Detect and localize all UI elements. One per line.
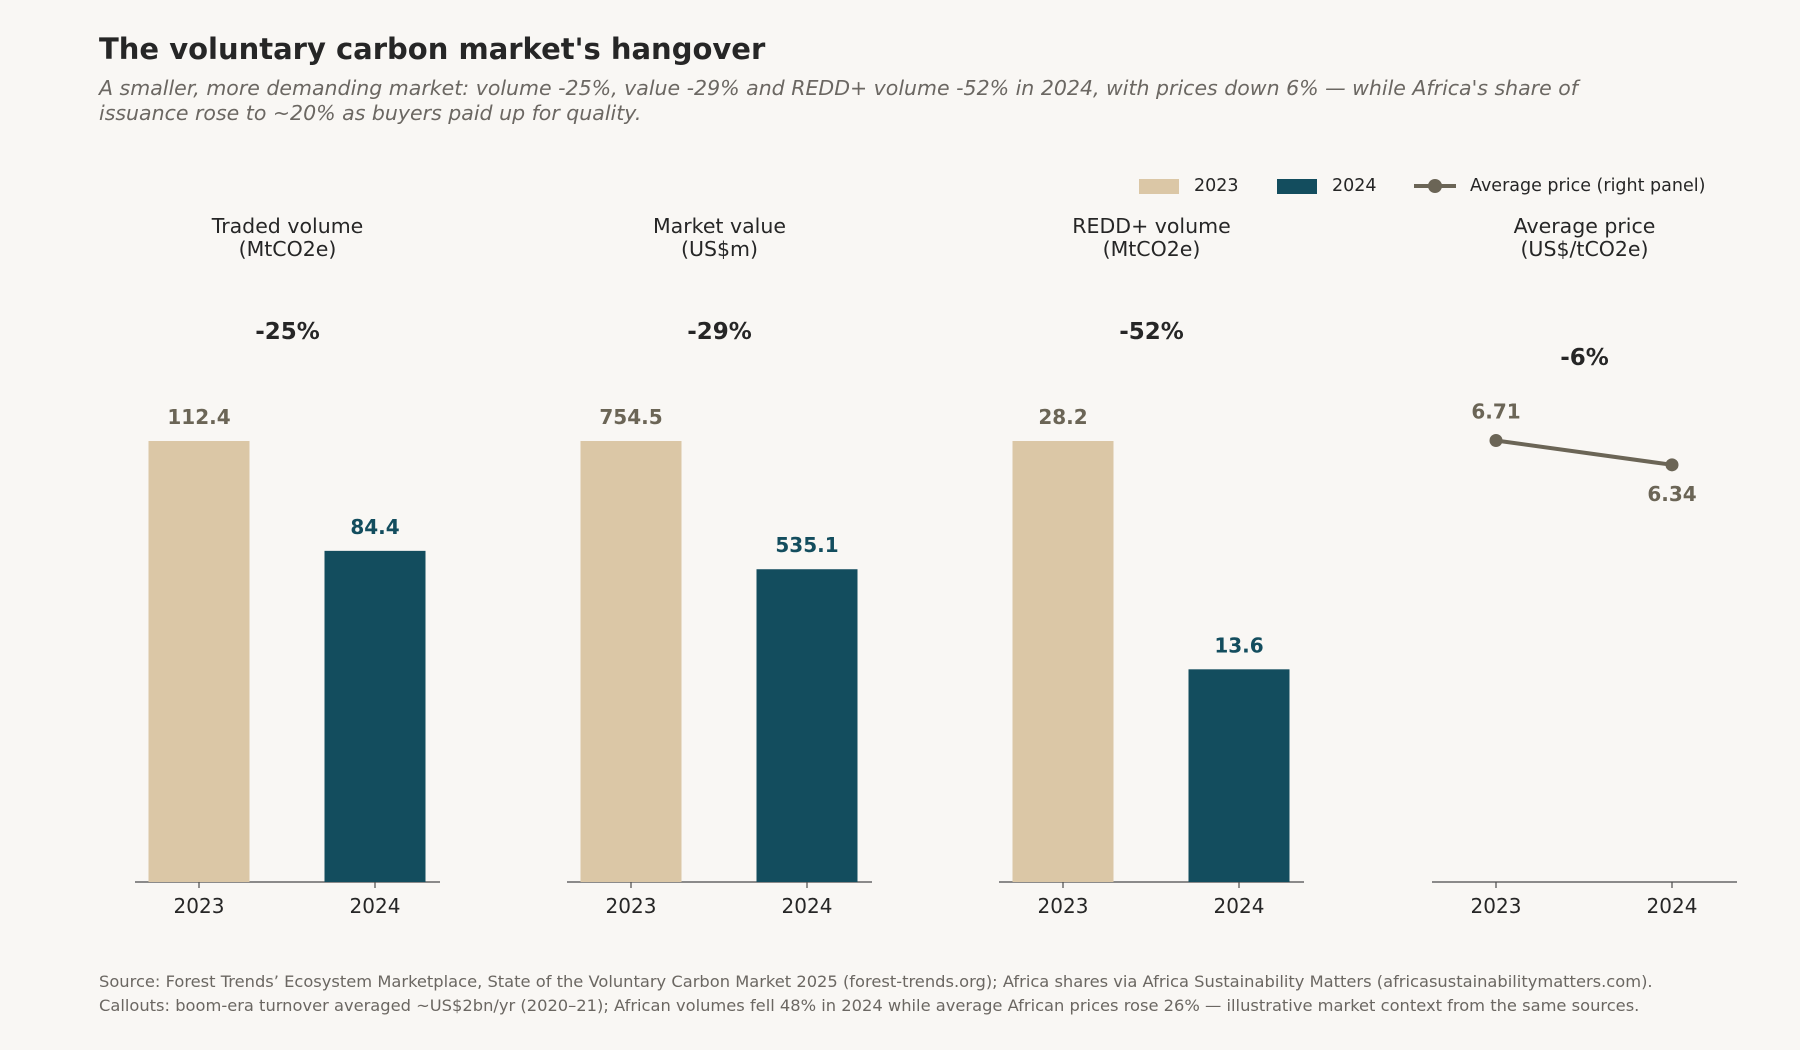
panel-3-value-label-2024: 13.6	[1214, 633, 1263, 657]
legend-label-price: Average price (right panel)	[1470, 176, 1706, 196]
panel-4-value-label-2023: 6.71	[1471, 399, 1520, 423]
panel-3-tick-label-2023: 2023	[1038, 894, 1089, 918]
panel-2-bar-2023	[580, 441, 682, 882]
panel-1-title-line-1: Traded volume	[211, 214, 364, 238]
panel-2-tick-label-2023: 2023	[606, 894, 657, 918]
panel-1-tick-label-2023: 2023	[174, 894, 225, 918]
panel-4-price-point-2023	[1489, 433, 1503, 447]
panel-3-change-label: -52%	[1119, 319, 1184, 345]
panel-1-value-label-2023: 112.4	[167, 405, 230, 429]
panel-1-bar-2024	[324, 550, 426, 882]
panel-3-value-label-2023: 28.2	[1038, 405, 1087, 429]
panel-2-change-label: -29%	[687, 319, 752, 345]
legend-line-marker-icon	[1414, 179, 1456, 193]
panel-4-title-line-1: Average price	[1514, 214, 1656, 238]
panel-3-title-line-1: REDD+ volume	[1072, 214, 1230, 238]
chart-subtitle: A smaller, more demanding market: volume…	[99, 76, 1578, 125]
panel-1-bar-2023	[148, 441, 250, 882]
panel-2-bar-2024	[756, 569, 858, 882]
panel-1-tick-label-2024: 2024	[350, 894, 401, 918]
legend-item-price: Average price (right panel)	[1414, 176, 1705, 196]
legend-label-2023: 2023	[1194, 176, 1239, 196]
legend-item-2024: 2024	[1277, 176, 1377, 196]
legend: 2023 2024 Average price (right panel)	[0, 176, 1800, 200]
panel-2-value-label-2023: 754.5	[599, 405, 662, 429]
legend-swatch-2024	[1277, 178, 1317, 194]
panel-4-tick-label-2023: 2023	[1471, 894, 1522, 918]
panel-1-title-line-2: (MtCO2e)	[239, 237, 337, 261]
panel-4-change-label: -6%	[1560, 345, 1609, 371]
legend-item-2023: 2023	[1139, 176, 1239, 196]
panel-2-tick-label-2024: 2024	[782, 894, 833, 918]
panel-4-tick-label-2024: 2024	[1647, 894, 1698, 918]
panel-1-change-label: -25%	[255, 319, 320, 345]
panel-3-bar-2024	[1188, 669, 1290, 882]
panel-4-title-line-2: (US$/tCO2e)	[1520, 237, 1648, 261]
panel-2-title-line-2: (US$m)	[681, 237, 758, 261]
panel-4-price-point-2024	[1665, 458, 1679, 472]
panel-4-price-line	[1495, 438, 1673, 467]
panel-2-title-line-1: Market value	[653, 214, 786, 238]
legend-label-2024: 2024	[1332, 176, 1377, 196]
legend-swatch-2023	[1139, 178, 1179, 194]
panel-4-value-label-2024: 6.34	[1647, 482, 1696, 506]
source-note: Source: Forest Trends’ Ecosystem Marketp…	[99, 972, 1653, 1015]
panel-1-value-label-2024: 84.4	[350, 515, 399, 539]
panel-3-title-line-2: (MtCO2e)	[1103, 237, 1201, 261]
panel-2-value-label-2024: 535.1	[775, 533, 838, 557]
panel-3-tick-label-2024: 2024	[1214, 894, 1265, 918]
panel-3-bar-2023	[1012, 441, 1114, 882]
chart-title: The voluntary carbon market's hangover	[99, 32, 766, 66]
